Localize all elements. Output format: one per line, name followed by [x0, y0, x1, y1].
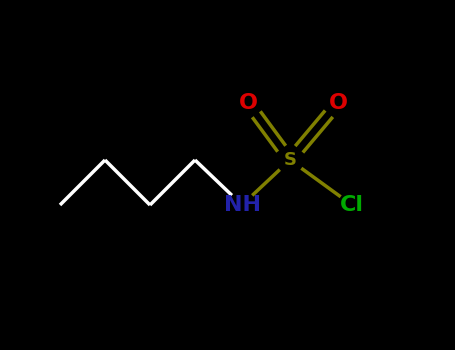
- Text: S: S: [283, 151, 297, 169]
- Text: O: O: [329, 93, 348, 113]
- Text: O: O: [238, 93, 258, 113]
- Text: Cl: Cl: [340, 195, 364, 215]
- Text: NH: NH: [223, 195, 261, 215]
